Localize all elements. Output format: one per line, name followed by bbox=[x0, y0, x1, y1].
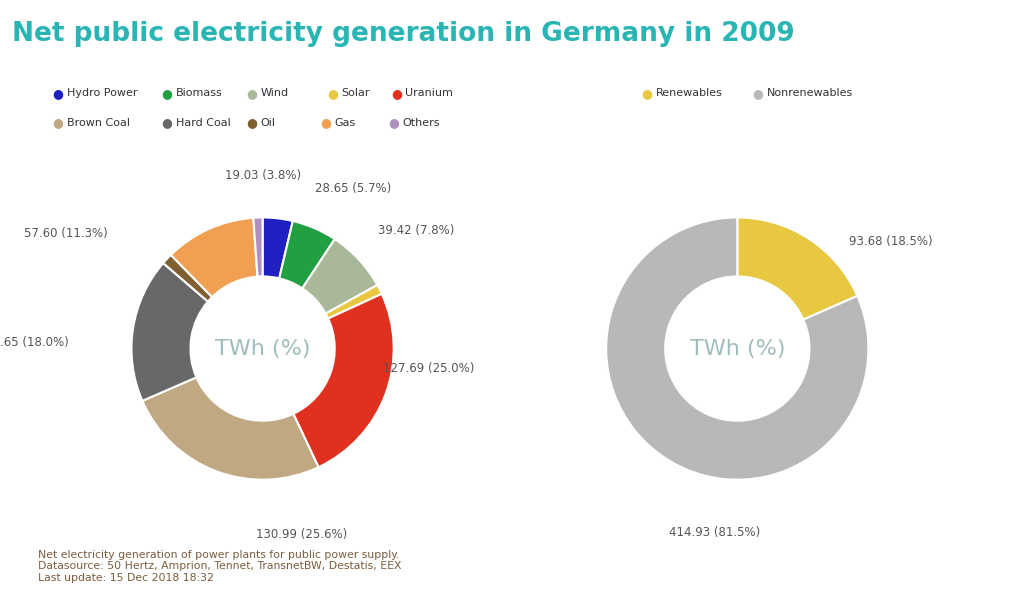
Text: 127.69 (25.0%): 127.69 (25.0%) bbox=[383, 362, 475, 375]
Wedge shape bbox=[164, 255, 212, 302]
Text: 39.42 (7.8%): 39.42 (7.8%) bbox=[378, 224, 454, 237]
Text: Hard Coal: Hard Coal bbox=[176, 118, 230, 127]
Text: Gas: Gas bbox=[334, 118, 356, 127]
Wedge shape bbox=[293, 294, 394, 467]
Text: ●: ● bbox=[246, 116, 258, 129]
Text: Solar: Solar bbox=[341, 88, 370, 98]
Wedge shape bbox=[302, 239, 378, 314]
Text: ●: ● bbox=[641, 87, 652, 100]
Text: ●: ● bbox=[320, 116, 331, 129]
Text: Nonrenewables: Nonrenewables bbox=[767, 88, 852, 98]
Wedge shape bbox=[279, 221, 334, 288]
Text: ●: ● bbox=[53, 87, 64, 100]
Wedge shape bbox=[142, 377, 318, 480]
Text: Oil: Oil bbox=[261, 118, 276, 127]
Text: Net public electricity generation in Germany in 2009: Net public electricity generation in Ger… bbox=[12, 21, 795, 47]
Text: ●: ● bbox=[53, 116, 64, 129]
Wedge shape bbox=[263, 218, 293, 278]
Text: Wind: Wind bbox=[261, 88, 289, 98]
Text: 57.60 (11.3%): 57.60 (11.3%) bbox=[24, 227, 108, 240]
Text: Uranium: Uranium bbox=[405, 88, 452, 98]
Text: Renewables: Renewables bbox=[655, 88, 722, 98]
Text: ●: ● bbox=[162, 87, 173, 100]
Text: TWh (%): TWh (%) bbox=[215, 338, 310, 359]
Wedge shape bbox=[131, 263, 208, 401]
Wedge shape bbox=[171, 218, 258, 297]
Text: 130.99 (25.6%): 130.99 (25.6%) bbox=[257, 528, 347, 542]
Text: TWh (%): TWh (%) bbox=[690, 338, 785, 359]
Text: Others: Others bbox=[402, 118, 439, 127]
Text: ●: ● bbox=[752, 87, 764, 100]
Text: 91.65 (18.0%): 91.65 (18.0%) bbox=[0, 335, 69, 349]
Text: ●: ● bbox=[246, 87, 258, 100]
Text: Brown Coal: Brown Coal bbox=[67, 118, 129, 127]
Text: ●: ● bbox=[327, 87, 338, 100]
Text: ●: ● bbox=[391, 87, 402, 100]
Wedge shape bbox=[606, 218, 869, 480]
Wedge shape bbox=[737, 218, 857, 320]
Text: ●: ● bbox=[162, 116, 173, 129]
Text: 28.65 (5.7%): 28.65 (5.7%) bbox=[315, 182, 391, 195]
Wedge shape bbox=[254, 218, 263, 276]
Text: Net electricity generation of power plants for public power supply.
Datasource: : Net electricity generation of power plan… bbox=[38, 550, 402, 583]
Text: 19.03 (3.8%): 19.03 (3.8%) bbox=[224, 169, 301, 182]
Wedge shape bbox=[325, 285, 382, 319]
Text: 414.93 (81.5%): 414.93 (81.5%) bbox=[669, 526, 761, 538]
Text: 93.68 (18.5%): 93.68 (18.5%) bbox=[848, 234, 932, 248]
Text: Biomass: Biomass bbox=[176, 88, 222, 98]
Text: Hydro Power: Hydro Power bbox=[67, 88, 137, 98]
Text: ●: ● bbox=[388, 116, 399, 129]
